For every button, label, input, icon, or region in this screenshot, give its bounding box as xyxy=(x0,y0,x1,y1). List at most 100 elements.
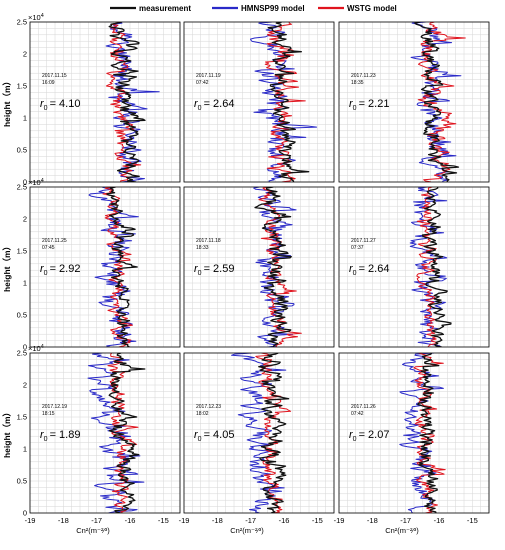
series-group xyxy=(410,22,466,182)
series-line-hmnsp99-model xyxy=(409,187,448,347)
panel-date: 2017.11.27 xyxy=(351,238,376,244)
x-tick-label: -17 xyxy=(400,516,411,525)
r0-symbol: r xyxy=(349,98,354,110)
r0-label: r0 = 4.05 xyxy=(194,429,234,443)
series-line-hmnsp99-model xyxy=(88,187,139,347)
legend-label-hmnsp99: HMNSP99 model xyxy=(241,4,305,13)
r0-value: = 2.64 xyxy=(204,98,235,110)
y-tick-label: 2 xyxy=(23,215,27,224)
series-group xyxy=(105,22,160,182)
y-tick-label: 1.5 xyxy=(17,247,27,256)
panel-time: 07:37 xyxy=(351,245,364,251)
r0-symbol: r xyxy=(40,98,45,110)
panel-frame xyxy=(29,21,181,183)
x-axis-label: Cn²(m⁻²⁄³) xyxy=(385,526,419,535)
r0-label: r0 = 2.92 xyxy=(40,263,80,277)
panel-frame xyxy=(183,21,335,183)
r0-value: = 2.21 xyxy=(359,98,390,110)
r0-subscript: 0 xyxy=(198,105,202,112)
y-exponent: ×104 xyxy=(28,178,44,187)
y-tick-label: 2 xyxy=(23,50,27,59)
series-line-measurement xyxy=(254,187,292,347)
series-line-hmnsp99-model xyxy=(253,187,297,347)
panel-frame xyxy=(183,352,335,514)
panel-time: 18:15 xyxy=(42,411,55,417)
y-exponent-power: 4 xyxy=(41,178,44,184)
x-tick-label: -15 xyxy=(467,516,478,525)
panel-date: 2017.12.19 xyxy=(42,404,67,410)
y-tick-label: 2.5 xyxy=(17,183,27,192)
x-tick-label: -16 xyxy=(434,516,445,525)
x-tick-label: -15 xyxy=(158,516,169,525)
y-tick-label: 1 xyxy=(23,114,27,123)
r0-value: = 2.59 xyxy=(204,263,235,275)
panel-time: 07:42 xyxy=(351,411,364,417)
panel-frame xyxy=(338,21,490,183)
series-line-wstg-model xyxy=(416,187,438,347)
panel-frame xyxy=(338,352,490,514)
r0-subscript: 0 xyxy=(44,436,48,443)
x-tick-label: -15 xyxy=(312,516,323,525)
panel-time: 16:09 xyxy=(42,80,55,86)
series-line-hmnsp99-model xyxy=(399,353,444,513)
r0-label: r0 = 4.10 xyxy=(40,98,80,112)
r0-value: = 1.89 xyxy=(50,429,81,441)
panel-time: 18:33 xyxy=(196,245,209,251)
x-tick-label: -18 xyxy=(58,516,69,525)
y-exponent-power: 4 xyxy=(41,13,44,19)
y-tick-label: 2.5 xyxy=(17,349,27,358)
y-axis-label: height（m） xyxy=(2,242,12,292)
series-group xyxy=(409,187,452,347)
r0-value: = 2.92 xyxy=(50,263,81,275)
series-group xyxy=(399,353,446,513)
series-group xyxy=(231,353,292,513)
panel-frame xyxy=(338,186,490,348)
series-line-wstg-model xyxy=(105,22,142,182)
panel-date: 2017.11.26 xyxy=(351,404,376,410)
series-group xyxy=(250,22,318,182)
y-tick-label: 0 xyxy=(23,509,27,518)
panel-date: 2017.11.19 xyxy=(196,73,221,79)
x-tick-label: -16 xyxy=(279,516,290,525)
panel-date: 2017.11.25 xyxy=(42,238,67,244)
r0-subscript: 0 xyxy=(353,270,357,277)
x-tick-label: -17 xyxy=(245,516,256,525)
y-exponent: ×104 xyxy=(28,344,44,353)
y-tick-label: 0.5 xyxy=(17,477,27,486)
y-tick-label: 1.5 xyxy=(17,413,27,422)
series-line-measurement xyxy=(417,353,440,513)
y-axis-label: height（m） xyxy=(2,408,12,458)
series-line-hmnsp99-model xyxy=(87,353,145,513)
r0-label: r0 = 1.89 xyxy=(40,429,80,443)
y-tick-label: 2 xyxy=(23,381,27,390)
x-tick-label: -17 xyxy=(91,516,102,525)
r0-symbol: r xyxy=(194,98,199,110)
legend: measurement HMNSP99 model WSTG model xyxy=(110,4,397,13)
r0-subscript: 0 xyxy=(198,436,202,443)
panel-frame xyxy=(183,186,335,348)
series-line-measurement xyxy=(106,187,138,347)
r0-symbol: r xyxy=(40,263,45,275)
series-line-measurement xyxy=(108,353,146,513)
axis-labels: height（m） height（m） height（m） xyxy=(2,77,12,458)
panel-frame xyxy=(29,186,181,348)
r0-symbol: r xyxy=(40,429,45,441)
r0-subscript: 0 xyxy=(353,105,357,112)
r0-symbol: r xyxy=(349,263,354,275)
y-axis-label: height（m） xyxy=(2,77,12,127)
panel-frame xyxy=(29,352,181,514)
series-line-measurement xyxy=(421,187,452,347)
series-line-measurement xyxy=(258,353,290,513)
series-line-wstg-model xyxy=(102,187,133,347)
legend-label-wstg: WSTG model xyxy=(347,4,397,13)
y-exponent-base: ×10 xyxy=(28,178,41,187)
series-line-wstg-model xyxy=(255,353,292,513)
